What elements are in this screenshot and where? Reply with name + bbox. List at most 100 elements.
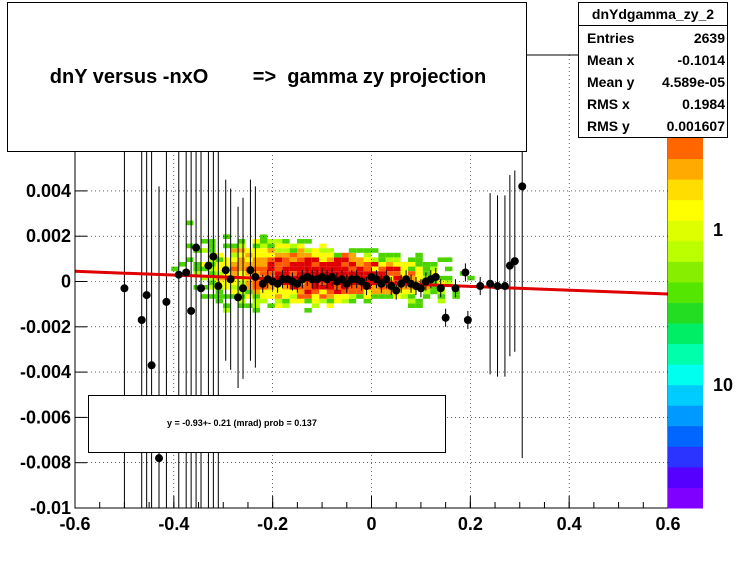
heatmap-cell — [385, 262, 394, 267]
heatmap-cell — [252, 257, 260, 262]
heatmap-cell — [408, 262, 416, 267]
heatmap-cell — [282, 252, 290, 258]
heatmap-cell — [252, 308, 260, 313]
heatmap-cell — [422, 266, 431, 272]
z-tick-label: 1 — [713, 220, 723, 240]
profile-point — [246, 266, 255, 275]
heatmap-cell — [304, 239, 312, 244]
stats-value: -0.1014 — [677, 52, 725, 68]
heatmap-cell — [311, 294, 320, 299]
heatmap-cell — [356, 262, 364, 267]
heatmap-cell — [200, 248, 209, 253]
heatmap-cell — [237, 303, 246, 308]
y-tick-label: -0.002 — [20, 317, 71, 337]
heatmap-cell — [385, 271, 394, 276]
heatmap-cell — [437, 298, 445, 304]
heatmap-cell — [326, 262, 334, 267]
heatmap-cell — [297, 252, 305, 258]
heatmap-cell — [400, 266, 408, 272]
heatmap-cell — [215, 257, 223, 262]
heatmap-cell — [326, 252, 334, 258]
heatmap-cell — [282, 285, 290, 290]
heatmap-cell — [385, 289, 394, 295]
heatmap-cell — [274, 262, 283, 267]
heatmap-cell — [408, 298, 416, 304]
heatmap-cell — [371, 266, 379, 272]
heatmap-cell — [371, 248, 379, 253]
y-tick-label: -0.004 — [20, 362, 71, 382]
z-tick-label: 10 — [713, 375, 733, 395]
y-tick-label: -0.006 — [20, 407, 71, 427]
heatmap-cell — [297, 257, 305, 262]
heatmap-cell — [422, 289, 431, 295]
heatmap-cell — [267, 239, 275, 244]
heatmap-cell — [245, 248, 253, 253]
heatmap-cell — [274, 303, 283, 308]
stats-row-rms-x: RMS x 0.1984 — [587, 93, 725, 115]
fit-line — [74, 269, 669, 296]
profile-point — [382, 275, 391, 284]
heatmap-cell — [304, 257, 312, 262]
stats-histogram-name: dnYdgamma_zy_2 — [579, 3, 727, 26]
heatmap-cell — [230, 294, 238, 299]
heatmap-cell — [341, 252, 349, 258]
heatmap-cell — [208, 266, 216, 272]
heatmap-cell — [230, 262, 238, 267]
heatmap-cell — [348, 248, 357, 253]
heatmap-cell — [193, 271, 201, 276]
heatmap-cell — [371, 262, 379, 267]
heatmap-cell — [334, 252, 342, 258]
heatmap-cell — [378, 266, 386, 272]
heatmap-cell — [326, 280, 334, 285]
heatmap-cell — [260, 266, 268, 272]
heatmap-cell — [245, 262, 253, 267]
heatmap-cell — [208, 248, 216, 253]
heatmap-cell — [267, 294, 275, 299]
heatmap-cell — [341, 262, 349, 267]
profile-point — [510, 257, 519, 266]
heatmap-cell — [393, 266, 401, 272]
heatmap-cell — [267, 285, 275, 290]
heatmap-cell — [378, 262, 386, 267]
heatmap-cell — [237, 280, 246, 285]
heatmap-cell — [311, 262, 320, 267]
heatmap-cell — [186, 243, 194, 249]
heatmap-cell — [422, 262, 431, 267]
heatmap-cell — [215, 252, 223, 258]
x-tick-label: -0.4 — [158, 514, 189, 534]
heatmap-cell — [237, 271, 246, 276]
heatmap-cell — [356, 248, 364, 253]
heatmap-cell — [267, 248, 275, 253]
heatmap-cell — [430, 262, 438, 267]
heatmap-cell — [245, 294, 253, 299]
y-axis-ticks: -0.01 -0.008 -0.006 -0.004 -0.002 0 0.002 0.004 — [20, 181, 87, 518]
heatmap-cell — [274, 294, 283, 299]
heatmap-cell — [415, 275, 423, 281]
x-tick-label: -0.2 — [257, 514, 288, 534]
heatmap-cell — [400, 294, 408, 299]
heatmap-cell — [363, 252, 371, 258]
color-scale-band — [668, 261, 703, 283]
y-tick-label: -0.01 — [30, 498, 71, 518]
heatmap-cell — [274, 298, 283, 304]
heatmap-cell — [422, 285, 431, 290]
heatmap-cell — [289, 257, 297, 262]
heatmap-cell — [311, 271, 320, 276]
heatmap-cell — [208, 271, 216, 276]
heatmap-cell — [341, 257, 349, 262]
color-scale: 1 10 — [668, 138, 733, 509]
color-scale-band — [668, 466, 703, 488]
heatmap-cell — [274, 243, 283, 249]
heatmap-cell — [297, 262, 305, 267]
heatmap-cell — [260, 248, 268, 253]
heatmap-cell — [297, 285, 305, 290]
heatmap-cell — [215, 262, 223, 267]
y-tick-label: 0 — [61, 272, 71, 292]
heatmap-cell — [282, 257, 290, 262]
profile-point — [234, 293, 243, 302]
heatmap-cell — [260, 298, 268, 304]
color-scale-band — [668, 138, 703, 160]
heatmap-cell — [260, 271, 268, 276]
color-scale-band — [668, 446, 703, 468]
heatmap-cell — [348, 252, 357, 258]
